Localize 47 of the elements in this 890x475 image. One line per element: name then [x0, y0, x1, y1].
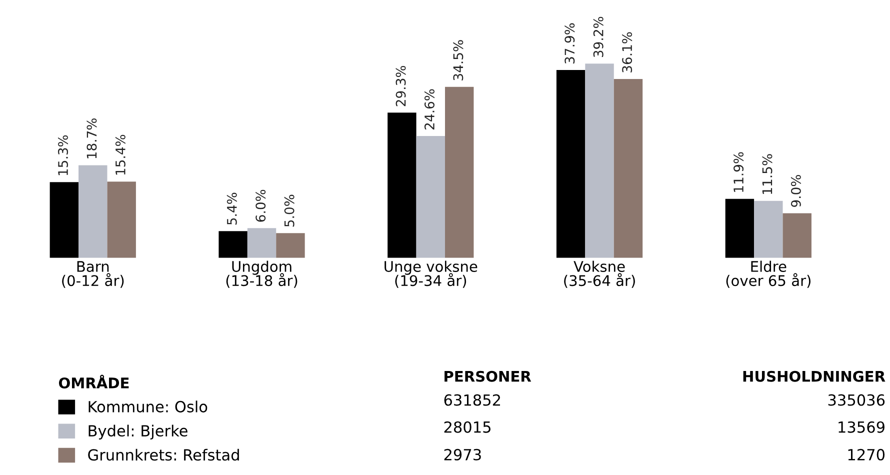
data-label: 37.9%: [564, 23, 575, 64]
text: PERSONER: [444, 370, 532, 382]
x-tick-label: Barn (0-12 år): [62, 261, 124, 288]
x-tick-label: Ungdom (13-18 år): [226, 260, 298, 288]
data-label: 11.9%: [734, 152, 744, 192]
legend-label: Kommune: Oslo: [88, 400, 208, 412]
bar: [78, 165, 108, 258]
text: 1270: [848, 448, 885, 460]
x-tick-label: Unge voksne (19-34 år): [384, 260, 478, 288]
text: HUSHOLDNINGER: [743, 370, 886, 382]
legend-label: Grunnkrets: Refstad: [88, 448, 239, 461]
x-tick-label: Voksne (35-64 år): [564, 260, 635, 288]
text: 13569: [838, 421, 884, 433]
bar: [107, 182, 136, 258]
data-label: 6.0%: [256, 190, 266, 222]
data-label: 5.0%: [284, 194, 294, 227]
bar: [754, 200, 783, 258]
x-tick-label: Eldre (over 65 år): [726, 260, 810, 288]
bar: [247, 228, 276, 258]
data-label: 5.4%: [226, 192, 237, 225]
legend-label: Bydel: Bjerke: [88, 424, 188, 440]
bar: [416, 136, 445, 258]
bar: [388, 112, 416, 258]
data-label: 24.6%: [424, 89, 434, 130]
data-label: 36.1%: [622, 32, 632, 72]
bar: [614, 78, 643, 258]
text: 631852: [444, 394, 500, 406]
bar: [556, 70, 586, 258]
bar: [218, 231, 248, 258]
bar: [725, 198, 754, 258]
data-label: 29.3%: [396, 66, 406, 106]
bar: [445, 86, 474, 258]
data-label: 34.5%: [453, 40, 464, 80]
bar: [782, 213, 812, 258]
data-label: 11.5%: [762, 154, 772, 194]
data-label: 15.4%: [115, 134, 126, 175]
text: 28015: [444, 421, 490, 433]
bar: [585, 64, 614, 258]
text: 335036: [828, 394, 885, 406]
data-label: 9.0%: [790, 174, 801, 207]
text: 2973: [444, 448, 481, 460]
data-label: 15.3%: [58, 135, 68, 176]
legend-title: OMRÅDE: [58, 374, 129, 388]
bar: [50, 182, 79, 258]
data-label: 39.2%: [593, 16, 604, 58]
bar: [276, 233, 305, 258]
data-label: 18.7%: [86, 118, 97, 158]
